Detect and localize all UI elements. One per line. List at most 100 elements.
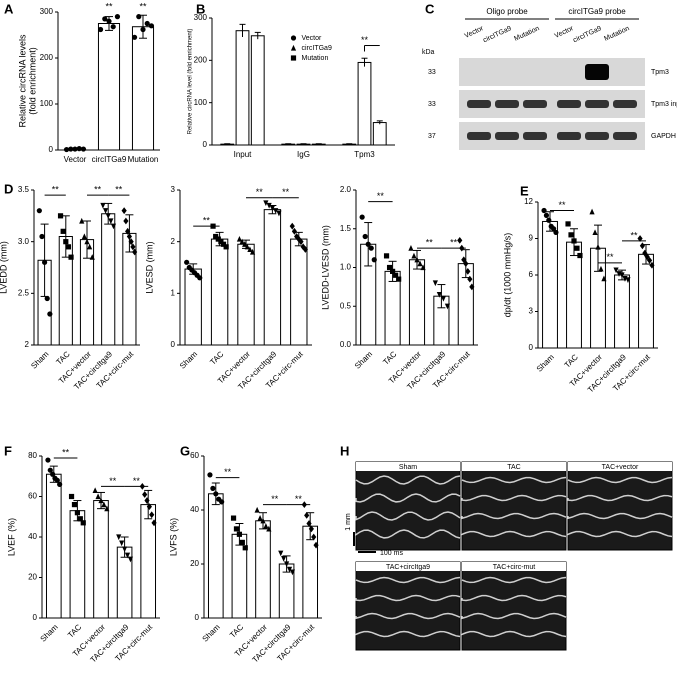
y-axis-label: Relative circRNA level (fold enrichment) bbox=[188, 29, 194, 135]
data-point bbox=[368, 245, 374, 251]
data-point bbox=[136, 14, 142, 20]
panel-letter: E bbox=[520, 183, 529, 198]
data-point bbox=[36, 208, 42, 214]
data-point bbox=[233, 526, 240, 532]
data-point bbox=[308, 525, 314, 533]
echo-image bbox=[461, 561, 567, 651]
echo-label: TAC+vector bbox=[602, 464, 639, 471]
data-point bbox=[546, 217, 552, 223]
data-point bbox=[80, 520, 86, 526]
unit-label: kDa bbox=[422, 49, 435, 56]
legend-marker bbox=[290, 55, 297, 61]
echo-trace bbox=[461, 612, 567, 620]
data-point bbox=[92, 487, 98, 494]
scale-x-label: 100 ms bbox=[380, 550, 403, 557]
x-tick-label: circITGa9 bbox=[92, 155, 127, 164]
data-point bbox=[644, 253, 650, 261]
data-point bbox=[646, 257, 653, 264]
y-tick-label: 9 bbox=[529, 234, 534, 243]
y-tick-label: 0 bbox=[171, 340, 176, 349]
significance-label: ** bbox=[630, 230, 638, 240]
echo-trace bbox=[355, 612, 461, 620]
bar bbox=[93, 500, 109, 619]
data-point bbox=[110, 24, 116, 30]
x-tick-label: Sham bbox=[353, 349, 374, 370]
y-tick-label: 80 bbox=[28, 451, 37, 460]
x-tick-label: TAC bbox=[208, 349, 225, 366]
significance-label: ** bbox=[361, 35, 369, 45]
significance-label: ** bbox=[295, 494, 303, 504]
significance-label: ** bbox=[606, 252, 614, 262]
echo-trace bbox=[567, 494, 673, 502]
significance-label: ** bbox=[52, 185, 60, 195]
bar bbox=[237, 243, 255, 346]
y-tick-label: 1.5 bbox=[340, 224, 352, 233]
data-point bbox=[140, 26, 146, 33]
bar bbox=[255, 520, 271, 619]
x-tick-label: TAC bbox=[563, 352, 580, 369]
x-tick-label: Sham bbox=[201, 622, 222, 643]
data-point bbox=[440, 295, 447, 302]
echo-trace bbox=[461, 494, 567, 502]
data-point bbox=[286, 566, 293, 573]
significance-label: ** bbox=[139, 1, 147, 11]
data-point bbox=[461, 256, 467, 264]
blot-band bbox=[613, 100, 637, 108]
echo-trace bbox=[567, 530, 673, 538]
lane-label: Mutation bbox=[513, 25, 540, 43]
data-point bbox=[223, 244, 229, 250]
data-point bbox=[77, 516, 83, 522]
data-point bbox=[108, 218, 114, 225]
data-point bbox=[132, 248, 138, 256]
data-point bbox=[42, 259, 48, 265]
y-tick-label: 1.0 bbox=[340, 263, 352, 272]
blot-band bbox=[495, 100, 519, 108]
y-tick-label: 0 bbox=[203, 140, 208, 149]
data-point bbox=[110, 223, 117, 230]
data-point bbox=[60, 228, 66, 234]
x-tick-label: Sham bbox=[178, 349, 199, 370]
x-tick-label: Mutation bbox=[128, 155, 159, 164]
bar bbox=[101, 213, 116, 346]
x-tick-label: Sham bbox=[29, 349, 50, 370]
row-size: 37 bbox=[428, 133, 436, 140]
data-point bbox=[122, 546, 128, 553]
y-tick-label: 100 bbox=[194, 98, 208, 107]
data-point bbox=[284, 561, 290, 568]
bar bbox=[542, 220, 558, 349]
significance-label: ** bbox=[203, 216, 211, 226]
y-axis-label: LVESD (mm) bbox=[144, 241, 154, 293]
data-point bbox=[359, 214, 365, 220]
echo-trace bbox=[355, 576, 461, 584]
data-point bbox=[68, 493, 75, 500]
data-point bbox=[76, 146, 82, 152]
y-tick-label: 20 bbox=[28, 573, 37, 582]
significance-label: ** bbox=[62, 447, 70, 457]
panel-letter: H bbox=[340, 443, 349, 458]
data-point bbox=[619, 272, 625, 279]
row-label: Tpm3 input bbox=[651, 101, 677, 108]
data-point bbox=[276, 210, 282, 217]
data-point bbox=[119, 540, 125, 547]
scale-y-label: 1 mm bbox=[345, 513, 352, 531]
panel-letter: A bbox=[4, 1, 14, 16]
data-point bbox=[417, 260, 423, 267]
data-point bbox=[266, 202, 272, 209]
data-point bbox=[79, 217, 85, 224]
legend-label: circITGa9 bbox=[302, 45, 332, 52]
data-point bbox=[266, 525, 272, 532]
x-tick-label: Input bbox=[234, 150, 253, 159]
blot-band bbox=[585, 64, 609, 80]
bar bbox=[357, 61, 372, 146]
data-point bbox=[553, 229, 559, 236]
data-point bbox=[242, 241, 248, 247]
x-tick-label: Vector bbox=[64, 155, 87, 164]
group-label: Oligo probe bbox=[486, 7, 528, 16]
data-point bbox=[68, 146, 74, 152]
legend-label: Vector bbox=[302, 35, 323, 42]
significance-label: ** bbox=[109, 476, 117, 486]
echo-label: TAC+circ-mut bbox=[493, 564, 536, 571]
data-point bbox=[414, 256, 420, 263]
